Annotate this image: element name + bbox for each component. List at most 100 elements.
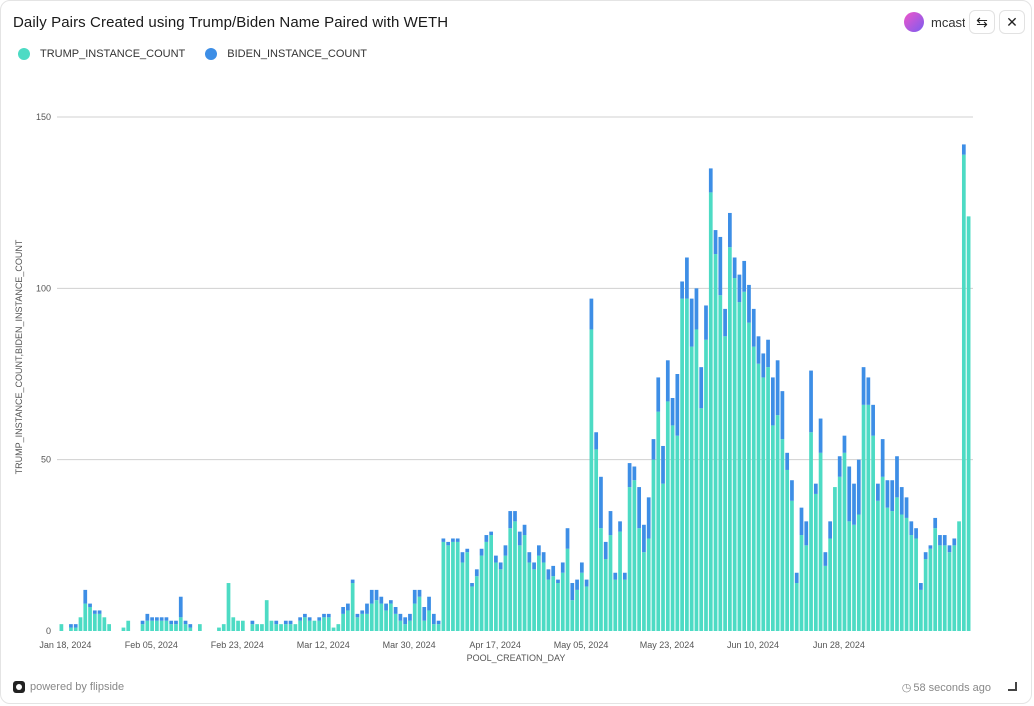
bar-biden [560,562,565,573]
user-avatar[interactable] [904,12,924,32]
powered-by[interactable]: powered by flipside [13,681,124,693]
bar-trump [374,600,379,631]
bar-biden [283,620,288,625]
bar-trump [670,425,675,631]
bar-trump [675,435,680,631]
bar-biden [689,298,694,347]
bar-trump [317,620,322,631]
bar-trump [565,548,570,631]
bar-biden [723,308,727,337]
bar-biden [842,435,847,453]
bar-trump [747,322,751,631]
swap-icon[interactable]: ⇆ [969,10,995,34]
bar-trump [522,535,527,631]
y-tick-label: 0 [46,626,51,636]
bar-biden [861,367,866,405]
resize-icon[interactable] [1008,682,1017,691]
x-tick-label: Mar 12, 2024 [297,640,350,650]
bar-trump [904,517,909,631]
bar-trump [283,624,288,631]
bar-trump [680,298,684,631]
powered-by-text: powered by flipside [30,681,125,693]
bar-biden [159,617,164,621]
bar-trump [384,610,388,631]
bar-trump [178,617,183,631]
bar-trump [303,617,307,631]
bar-trump [947,552,952,631]
bar-trump [102,617,107,631]
bar-trump [412,603,417,631]
bar-trump [646,538,651,631]
legend-item-biden[interactable]: BIDEN_INSTANCE_COUNT [205,48,367,60]
bar-biden [374,589,379,601]
bar-biden [350,579,355,584]
bar-trump [408,620,412,631]
bar-trump [794,583,799,631]
bar-biden [952,538,957,546]
legend-item-trump[interactable]: TRUMP_INSTANCE_COUNT [18,48,185,60]
bar-trump [685,298,689,631]
bar-trump [876,500,880,631]
close-icon[interactable]: ✕ [999,10,1025,34]
bar-trump [828,538,833,631]
bar-biden [422,607,427,621]
bar-trump [159,620,164,631]
bar-biden [575,579,579,590]
x-tick-label: Feb 23, 2024 [211,640,264,650]
bar-trump [121,627,126,631]
bar-biden [73,624,78,628]
bar-biden [761,353,766,378]
bar-trump [556,583,560,631]
bar-biden [613,572,618,580]
bar-trump [260,624,264,631]
bar-trump [551,576,556,631]
bar-biden [431,613,436,625]
bar-biden [747,284,751,323]
bar-trump [622,579,627,631]
bar-biden [919,583,923,590]
bar-trump [88,607,92,631]
username[interactable]: mcastor [931,14,965,30]
bar-biden [866,377,871,405]
bar-biden [899,487,904,515]
y-tick-label: 150 [36,112,51,122]
bar-trump [312,620,317,631]
bar-trump [155,620,159,631]
bar-biden [785,452,790,470]
legend-dot-trump [18,48,30,60]
bar-trump [451,541,455,631]
bar-trump [756,363,761,631]
bar-biden [541,552,546,563]
bar-biden [537,545,541,556]
bar-biden [513,511,517,522]
bar-biden [895,456,899,498]
bar-biden [594,432,599,450]
bar-biden [780,391,785,440]
bar-biden [393,607,398,614]
bar-trump [69,627,73,631]
bar-biden [818,418,823,453]
bar-biden [360,610,365,614]
bar-trump [780,439,785,631]
bar-trump [517,545,522,631]
x-tick-label: Jun 28, 2024 [813,640,865,650]
bar-trump [837,476,842,631]
bar-biden [417,589,422,597]
bar-trump [236,620,240,631]
bar-trump [885,507,890,631]
bar-biden [809,370,813,433]
bar-trump [527,562,532,631]
bar-biden [97,610,102,614]
bar-biden [288,620,293,625]
last-updated: ◷ 58 seconds ago [902,681,991,695]
bar-trump [952,545,957,631]
bar-trump [508,528,513,631]
bar-biden [427,596,431,611]
bar-biden [484,535,489,542]
bar-trump [942,545,947,631]
bar-trump [307,620,312,631]
bar-biden [174,620,178,625]
bar-biden [871,404,875,436]
bar-trump [379,603,384,631]
chart-legend: TRUMP_INSTANCE_COUNT BIDEN_INSTANCE_COUN… [18,48,387,60]
